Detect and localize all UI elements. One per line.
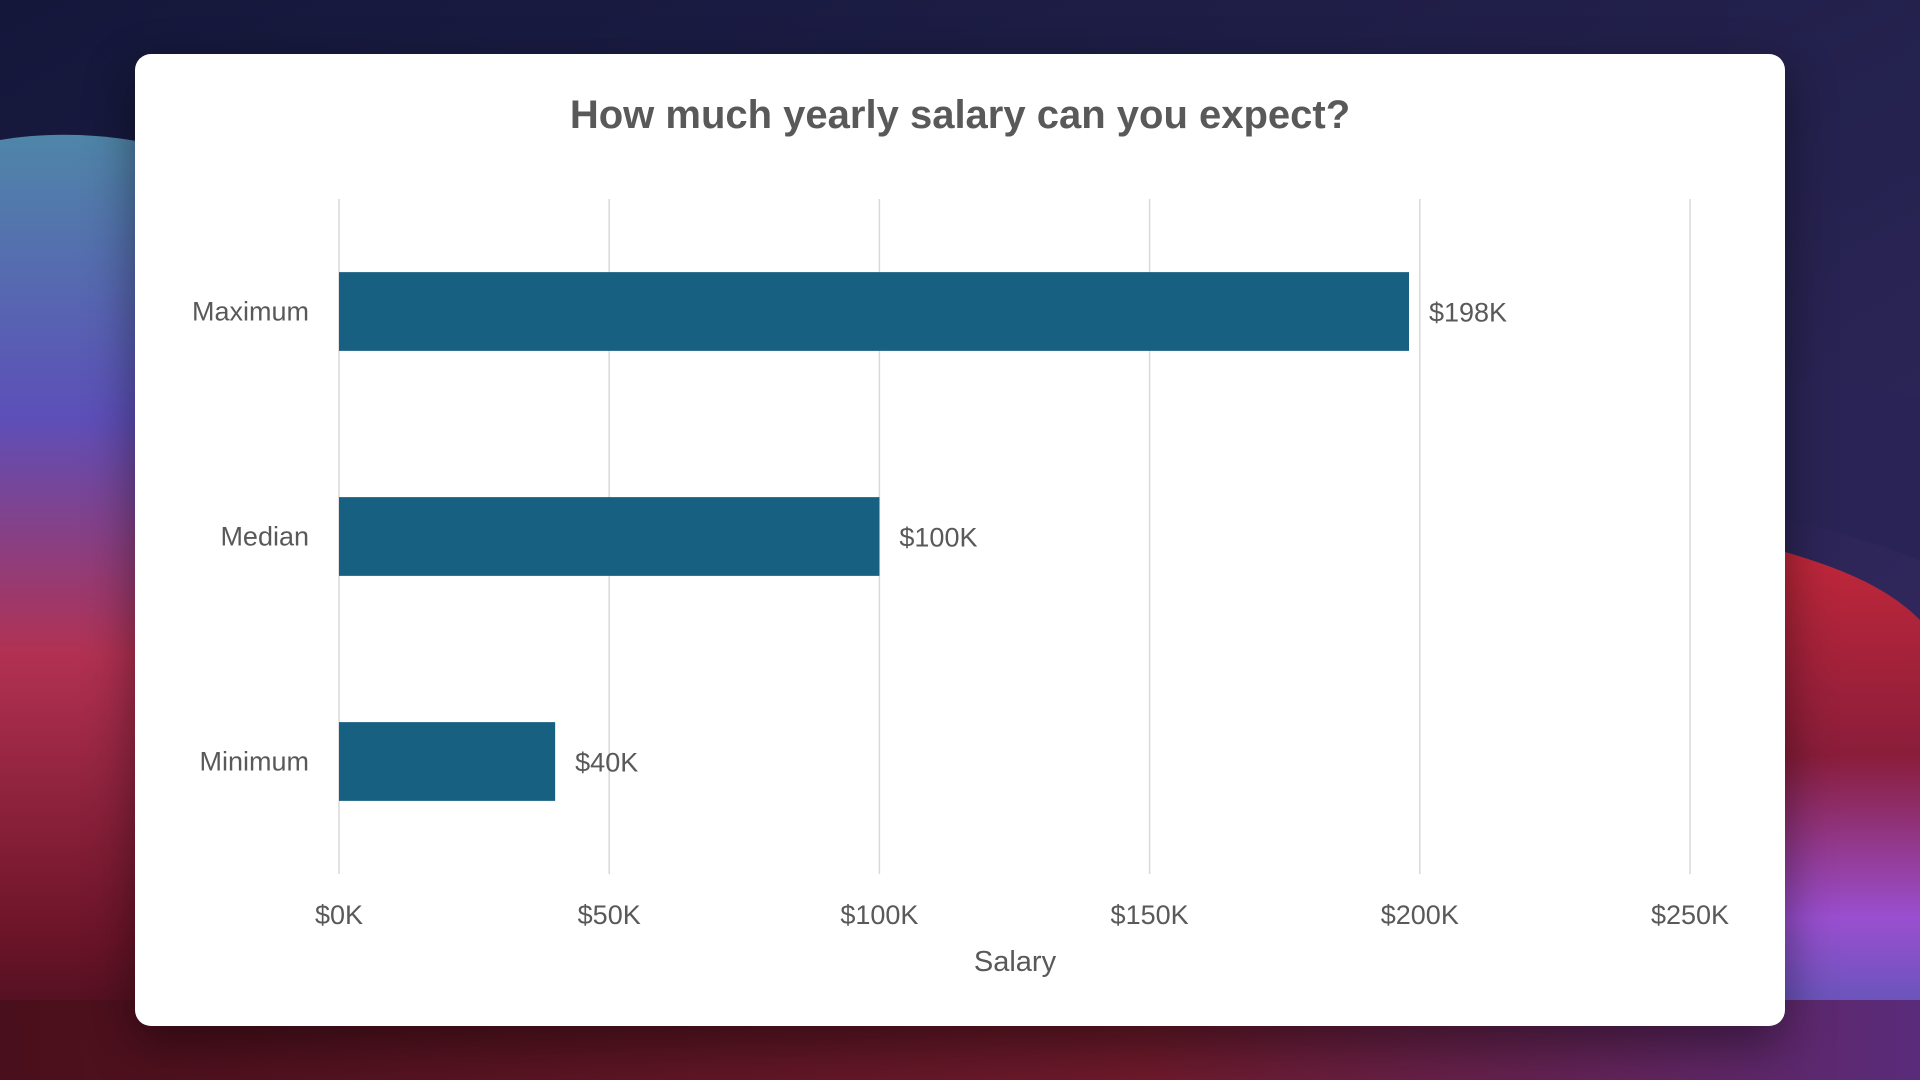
x-tick-label: $150K bbox=[1111, 900, 1189, 930]
bar-maximum bbox=[339, 272, 1409, 351]
labels: $0K $50K $100K $150K $200K $250K Maximum $198K M… bbox=[192, 297, 1729, 931]
category-label: Minimum bbox=[199, 747, 309, 777]
category-label: Median bbox=[220, 522, 309, 552]
bar-chart: How much yearly salary can you expect? $… bbox=[192, 93, 1729, 978]
bars bbox=[339, 272, 1409, 801]
chart-card: How much yearly salary can you expect? $… bbox=[135, 54, 1785, 1026]
bar-median bbox=[339, 497, 880, 576]
x-axis-title: Salary bbox=[974, 946, 1057, 978]
data-label: $100K bbox=[899, 523, 977, 553]
x-tick-label: $100K bbox=[840, 900, 918, 930]
x-tick-label: $0K bbox=[315, 900, 363, 930]
data-label: $198K bbox=[1429, 298, 1507, 328]
bar-minimum bbox=[339, 722, 556, 801]
x-tick-label: $200K bbox=[1381, 900, 1459, 930]
category-label: Maximum bbox=[192, 297, 309, 327]
data-label: $40K bbox=[575, 748, 638, 778]
chart-title: How much yearly salary can you expect? bbox=[570, 93, 1350, 137]
x-tick-label: $50K bbox=[578, 900, 641, 930]
x-tick-label: $250K bbox=[1651, 900, 1729, 930]
